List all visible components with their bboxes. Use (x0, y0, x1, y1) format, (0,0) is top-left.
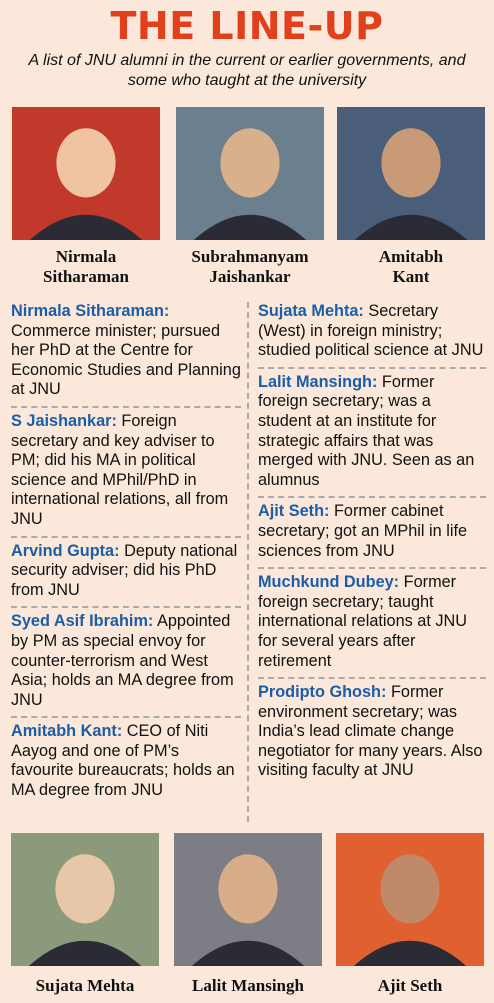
person-name: Lalit Mansingh (173, 976, 323, 996)
entry: Arvind Gupta: Deputy national security a… (11, 535, 241, 607)
photo (174, 833, 322, 971)
entry: Syed Asif Ibrahim: Appointed by PM as sp… (11, 606, 241, 716)
photo (336, 833, 484, 971)
entry-name: Amitabh Kant: (11, 722, 123, 741)
person-name: Subrahmanyam Jaishankar (175, 247, 325, 287)
entry-name: Nirmala Sitharaman: (11, 302, 170, 320)
entry-text: Appointed by PM as special envoy for cou… (11, 612, 234, 709)
entry: Nirmala Sitharaman: Commerce minister; p… (11, 302, 241, 406)
portrait (12, 107, 160, 240)
portrait (176, 107, 324, 240)
entry-text: CEO of Niti Aayog and one of PM’s favour… (11, 722, 235, 800)
column-divider (247, 302, 249, 822)
entry-text: Deputy national security adviser; did hi… (11, 541, 238, 599)
person-name: Amitabh Kant (336, 247, 486, 287)
person-name-text: Lalit Mansingh (192, 976, 304, 995)
entry-text: Former foreign secretary; was a student … (258, 372, 475, 489)
person-name-text: Sujata Mehta (35, 976, 135, 995)
portrait (336, 833, 484, 966)
photo (11, 833, 159, 971)
portrait (337, 107, 485, 240)
person-name: Ajit Seth (335, 976, 485, 996)
person-name: Nirmala Sitharaman (11, 247, 161, 287)
person-name: Sujata Mehta (10, 976, 160, 996)
entry: Amitabh Kant: CEO of Niti Aayog and one … (11, 716, 241, 806)
entry-text: Foreign secretary and key adviser to PM;… (11, 411, 229, 528)
portrait (174, 833, 322, 966)
person-name-text: Subrahmanyam Jaishankar (191, 247, 309, 286)
entry: Muchkund Dubey: Former foreign secretary… (258, 567, 486, 677)
person-name-text: Nirmala Sitharaman (43, 247, 129, 286)
subtitle: A list of JNU alumni in the current or e… (28, 52, 466, 89)
entry-text: Commerce minister; pursued her PhD at th… (11, 321, 241, 399)
entry-name: Arvind Gupta: (11, 541, 120, 560)
photo (176, 107, 324, 245)
entry-name: Syed Asif Ibrahim: (11, 612, 154, 631)
entry-name: Lalit Mansingh: (258, 372, 378, 391)
entry-text: Former environment secretary; was India’… (258, 683, 483, 780)
entry: Lalit Mansingh: Former foreign secretary… (258, 366, 486, 497)
entry-name: Muchkund Dubey: (258, 573, 400, 592)
entry: S Jaishankar: Foreign secretary and key … (11, 405, 241, 536)
entry-name: Sujata Mehta: (258, 302, 364, 320)
entry-name: Prodipto Ghosh: (258, 683, 387, 702)
portrait (11, 833, 159, 966)
entry: Sujata Mehta: Secretary (West) in foreig… (258, 302, 486, 367)
person-name-text: Amitabh Kant (378, 247, 444, 286)
entry: Prodipto Ghosh: Former environment secre… (258, 677, 486, 787)
title: THE LINE-UP (110, 4, 384, 48)
photo (12, 107, 160, 245)
entry-name: Ajit Seth: (258, 502, 330, 521)
entry-name: S Jaishankar: (11, 411, 117, 430)
entry-text: Former foreign secretary; taught interna… (258, 573, 468, 670)
left-column: Nirmala Sitharaman: Commerce minister; p… (11, 302, 241, 807)
person-name-text: Ajit Seth (377, 976, 443, 995)
entry: Ajit Seth: Former cabinet secretary; got… (258, 496, 486, 567)
right-column: Sujata Mehta: Secretary (West) in foreig… (258, 302, 486, 787)
photo (337, 107, 485, 245)
entry-text: Former cabinet secretary; got an MPhil i… (258, 502, 468, 560)
entry-text: Secretary (West) in foreign ministry; st… (258, 302, 484, 360)
